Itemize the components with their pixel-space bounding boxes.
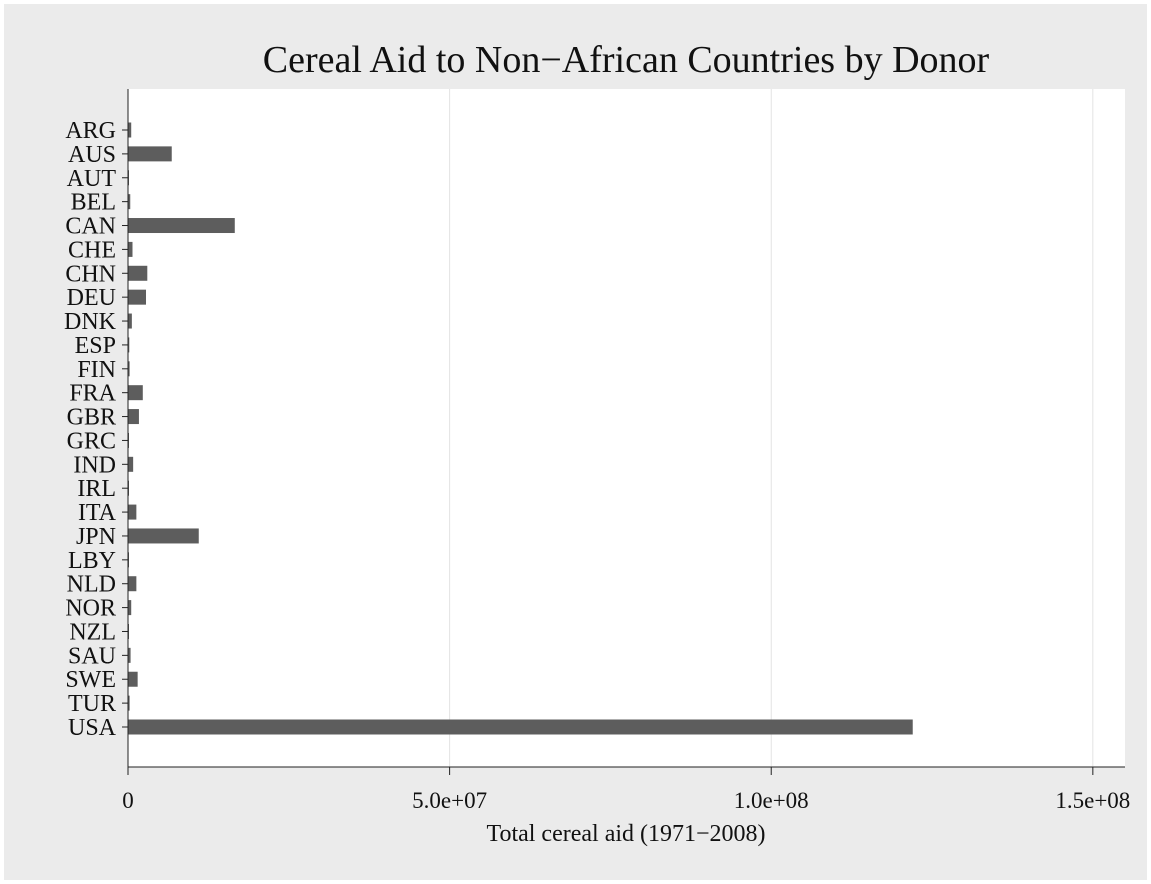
category-label-ind: IND [73,452,116,478]
category-label-can: CAN [65,214,116,240]
chart-title: Cereal Aid to Non−African Countries by D… [263,39,990,81]
grid-lines [449,89,1094,767]
x-tick-label: 1.5e+08 [1055,788,1130,813]
category-label-aus: AUS [68,142,116,168]
bar-gbr [128,409,139,425]
plot-area [128,89,1125,767]
category-label-fin: FIN [77,357,116,383]
bar-can [128,218,235,234]
bar-esp [128,337,130,353]
category-label-swe: SWE [65,667,116,693]
bar-nor [128,600,132,616]
x-tick-label: 0 [122,788,134,813]
category-label-esp: ESP [75,333,116,359]
bars [128,122,913,735]
category-labels: ARGAUSAUTBELCANCHECHNDEUDNKESPFINFRAGBRG… [64,118,128,741]
category-label-che: CHE [68,237,116,263]
category-label-grc: GRC [67,428,116,454]
category-label-dnk: DNK [64,309,117,335]
category-label-nld: NLD [67,572,116,598]
category-label-bel: BEL [71,190,116,216]
bar-swe [128,671,138,687]
bar-arg [128,122,132,138]
category-label-nzl: NZL [69,619,116,645]
category-label-aut: AUT [67,166,117,192]
category-label-fra: FRA [69,381,116,407]
bar-bel [128,194,131,210]
category-label-nor: NOR [65,596,116,622]
category-label-lby: LBY [68,548,116,574]
bar-usa [128,719,913,735]
bar-nld [128,576,137,592]
bar-jpn [128,528,199,544]
x-tick-label: 1.0e+08 [734,788,809,813]
bar-aus [128,146,172,162]
bar-sau [128,647,131,663]
x-axis-ticks: 0 5.0e+07 1.0e+08 1.5e+08 [122,767,1130,813]
category-label-chn: CHN [65,261,116,287]
bar-ind [128,456,134,472]
bar-dnk [128,313,132,329]
x-axis-title: Total cereal aid (1971−2008) [486,821,765,847]
category-label-jpn: JPN [76,524,116,550]
bar-fra [128,385,143,401]
bar-chn [128,265,148,281]
category-label-usa: USA [68,715,117,741]
category-label-tur: TUR [68,691,116,717]
bar-fin [128,361,130,377]
category-label-ita: ITA [78,500,117,526]
category-label-deu: DEU [67,285,116,311]
category-label-sau: SAU [68,643,116,669]
category-label-irl: IRL [77,476,116,502]
category-label-arg: ARG [65,118,116,144]
bar-tur [128,695,130,711]
category-label-gbr: GBR [67,405,116,431]
bar-che [128,241,133,257]
bar-deu [128,289,147,305]
bar-ita [128,504,137,520]
x-tick-label: 5.0e+07 [412,788,487,813]
